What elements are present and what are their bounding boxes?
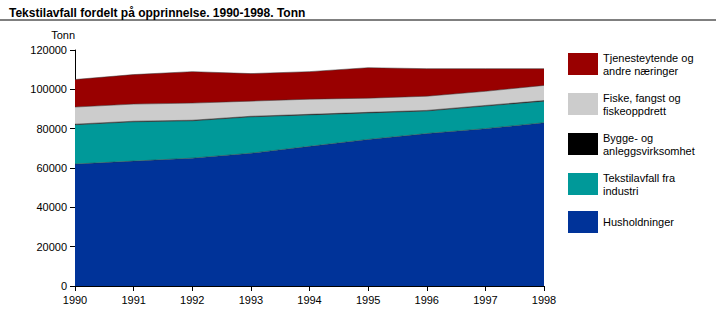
- svg-text:industri: industri: [603, 185, 638, 197]
- svg-text:80000: 80000: [36, 123, 67, 135]
- svg-text:Husholdninger: Husholdninger: [603, 216, 674, 228]
- svg-text:0: 0: [61, 280, 67, 292]
- svg-text:1998: 1998: [532, 294, 556, 306]
- svg-text:20000: 20000: [36, 241, 67, 253]
- svg-text:60000: 60000: [36, 162, 67, 174]
- svg-text:120000: 120000: [30, 44, 67, 56]
- svg-text:Tonn: Tonn: [51, 29, 75, 41]
- svg-text:1994: 1994: [297, 294, 321, 306]
- svg-text:40000: 40000: [36, 201, 67, 213]
- svg-text:1991: 1991: [121, 294, 145, 306]
- svg-text:fiskeoppdrett: fiskeoppdrett: [603, 105, 666, 117]
- svg-text:1996: 1996: [415, 294, 439, 306]
- svg-text:100000: 100000: [30, 83, 67, 95]
- svg-text:anleggsvirksomhet: anleggsvirksomhet: [603, 145, 695, 157]
- svg-text:1995: 1995: [356, 294, 380, 306]
- svg-text:Tjenesteytende og: Tjenesteytende og: [603, 52, 697, 64]
- svg-text:andre næringer: andre næringer: [603, 65, 679, 77]
- svg-text:Bygge- og: Bygge- og: [603, 132, 656, 144]
- svg-text:1992: 1992: [180, 294, 204, 306]
- svg-text:1993: 1993: [239, 294, 263, 306]
- svg-text:Tekstilavfall fordelt på oppri: Tekstilavfall fordelt på opprinnelse. 19…: [9, 6, 305, 20]
- svg-text:1997: 1997: [473, 294, 497, 306]
- svg-text:Fiske, fangst og: Fiske, fangst og: [603, 92, 684, 104]
- svg-text:Tekstilavfall fra: Tekstilavfall fra: [603, 172, 678, 184]
- svg-text:1990: 1990: [63, 294, 87, 306]
